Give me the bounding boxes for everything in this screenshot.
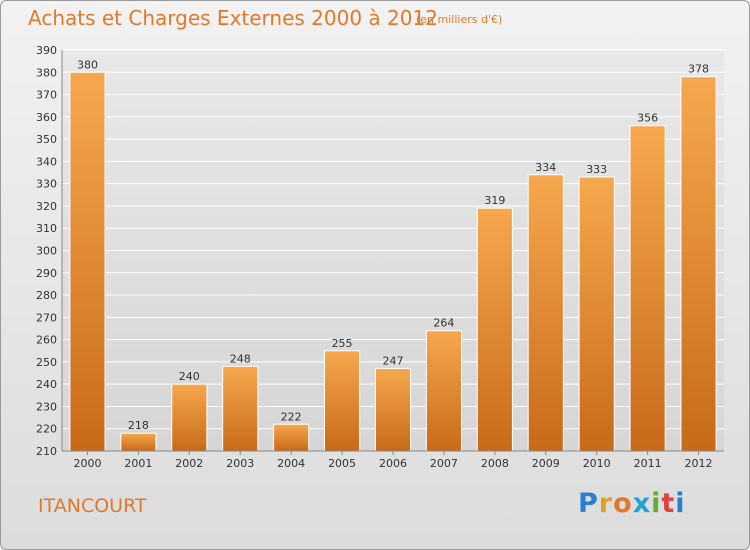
x-tick-label: 2003 — [226, 457, 254, 470]
x-tick-label: 2010 — [583, 457, 611, 470]
x-tick-label: 2009 — [532, 457, 560, 470]
bar-2005[interactable] — [324, 350, 361, 452]
bar-2010[interactable] — [578, 176, 615, 452]
data-label: 380 — [77, 58, 98, 71]
bar-2002[interactable] — [171, 383, 208, 452]
y-tick-label: 310 — [36, 222, 57, 235]
data-label: 255 — [332, 337, 353, 350]
y-tick-label: 320 — [36, 200, 57, 213]
x-axis-ticks: 2000 2001 2002 2003 2004 2005 2006 2007 2008 2009… — [73, 451, 713, 470]
data-label: 319 — [484, 194, 505, 207]
bar-2000[interactable] — [69, 71, 106, 452]
data-label: 218 — [128, 419, 149, 432]
y-tick-label: 280 — [36, 289, 57, 302]
y-tick-label: 350 — [36, 133, 57, 146]
y-tick-label: 240 — [36, 378, 57, 391]
logo-letter: r — [598, 488, 614, 519]
y-tick-label: 230 — [36, 400, 57, 413]
logo-letter: i — [675, 488, 686, 519]
y-tick-label: 220 — [36, 423, 57, 436]
data-label: 248 — [230, 352, 251, 365]
x-tick-label: 2011 — [634, 457, 662, 470]
x-tick-label: 2001 — [124, 457, 152, 470]
x-tick-label: 2005 — [328, 457, 356, 470]
x-tick-label: 2007 — [430, 457, 458, 470]
bar-2008[interactable] — [476, 207, 513, 452]
data-label: 222 — [281, 410, 302, 423]
bar-2004[interactable] — [273, 423, 310, 452]
x-tick-label: 2002 — [175, 457, 203, 470]
logo-letter: P — [578, 488, 599, 519]
y-tick-label: 260 — [36, 334, 57, 347]
bar-2012[interactable] — [680, 76, 717, 452]
bar-2003[interactable] — [222, 365, 259, 452]
bar-2009[interactable] — [527, 174, 564, 452]
commune-name: ITANCOURT — [38, 495, 147, 517]
y-tick-label: 250 — [36, 356, 57, 369]
bar-2007[interactable] — [425, 330, 462, 452]
y-tick-label: 300 — [36, 245, 57, 258]
y-tick-label: 370 — [36, 89, 57, 102]
logo-letter: i — [651, 488, 662, 519]
data-label: 264 — [433, 317, 454, 330]
chart-title: Achats et Charges Externes 2000 à 2012 — [28, 6, 438, 30]
y-tick-label: 360 — [36, 111, 57, 124]
y-tick-label: 380 — [36, 66, 57, 79]
y-axis-ticks: 210 220 230 240 250 260 270 280 290 300 310 320 330 3… — [36, 44, 57, 458]
x-tick-label: 2006 — [379, 457, 407, 470]
y-tick-label: 390 — [36, 44, 57, 57]
y-tick-label: 270 — [36, 311, 57, 324]
logo-letter: o — [613, 488, 633, 519]
data-labels: 380 218 240 248 222 255 247 264 319 334 333 356 378 — [77, 58, 709, 432]
bars — [69, 71, 717, 452]
chart-subtitle: (en milliers d'€) — [416, 13, 503, 26]
x-tick-label: 2004 — [277, 457, 305, 470]
y-tick-label: 330 — [36, 178, 57, 191]
y-tick-label: 290 — [36, 267, 57, 280]
data-label: 333 — [586, 163, 607, 176]
logo-letter: t — [661, 488, 676, 519]
proxiti-logo[interactable]: Proxiti — [578, 488, 686, 519]
bar-2006[interactable] — [374, 368, 412, 452]
bar-2001[interactable] — [120, 432, 157, 452]
bar-2011[interactable] — [629, 125, 666, 452]
data-label: 247 — [383, 355, 404, 368]
x-tick-label: 2012 — [685, 457, 713, 470]
y-tick-label: 340 — [36, 155, 57, 168]
x-tick-label: 2008 — [481, 457, 509, 470]
x-tick-label: 2000 — [73, 457, 101, 470]
data-label: 240 — [179, 370, 200, 383]
logo-letter: x — [632, 488, 652, 519]
data-label: 378 — [688, 63, 709, 76]
y-tick-label: 210 — [36, 445, 57, 458]
data-label: 356 — [637, 112, 658, 125]
data-label: 334 — [535, 161, 556, 174]
